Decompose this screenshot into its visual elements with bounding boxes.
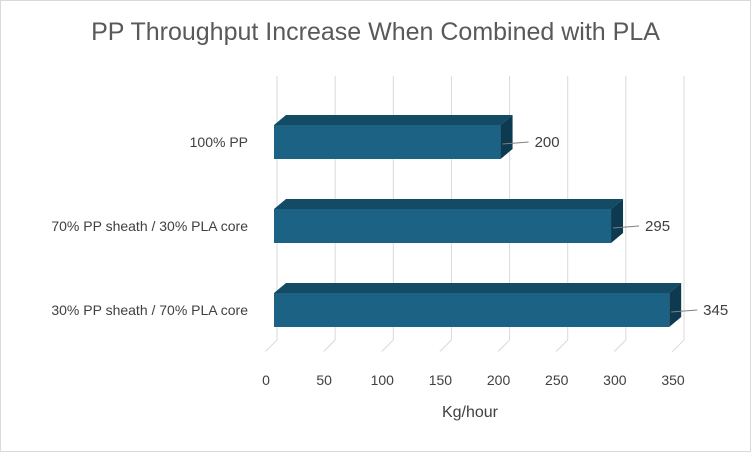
floor-gridline [380, 339, 394, 353]
data-label: 345 [703, 302, 728, 319]
x-tick-label: 300 [603, 372, 627, 388]
bar-side [500, 115, 513, 159]
category-label: 100% PP [190, 134, 248, 150]
floor-gridline [555, 339, 569, 353]
bar [274, 293, 670, 327]
category-label: 30% PP sheath / 70% PLA core [51, 302, 248, 318]
bars [274, 115, 682, 327]
data-label-leader [502, 141, 529, 145]
floor-gridline [497, 339, 510, 353]
bar-side [611, 199, 624, 243]
category-label: 70% PP sheath / 30% PLA core [51, 218, 248, 234]
floor-gridline [613, 339, 627, 353]
x-tick-label: 350 [661, 372, 685, 388]
bar-top [274, 283, 682, 293]
labels: 0 50 100 150 200 250 300 350 200 100% PP 295 70% PP… [51, 134, 728, 388]
x-tick-label: 0 [262, 372, 270, 388]
x-axis-title: Kg/hour [442, 404, 499, 421]
x-tick-label: 200 [487, 372, 511, 388]
x-tick-label: 250 [545, 372, 569, 388]
floor-gridline [264, 339, 278, 353]
bar-side [669, 283, 682, 327]
chart-title: PP Throughput Increase When Combined wit… [91, 18, 660, 46]
bar [274, 125, 501, 159]
floor-gridline [439, 339, 452, 353]
data-label-leader [613, 225, 640, 229]
data-label: 295 [645, 218, 670, 235]
bar-top [274, 199, 624, 209]
x-tick-label: 100 [371, 372, 395, 388]
data-label: 200 [535, 134, 560, 151]
bar [274, 209, 612, 243]
x-tick-label: 150 [429, 372, 453, 388]
data-label-leader [671, 309, 698, 313]
x-tick-label: 50 [316, 372, 332, 388]
bar-top [274, 115, 513, 125]
floor-gridline [671, 339, 685, 353]
floor-gridline [322, 339, 336, 353]
